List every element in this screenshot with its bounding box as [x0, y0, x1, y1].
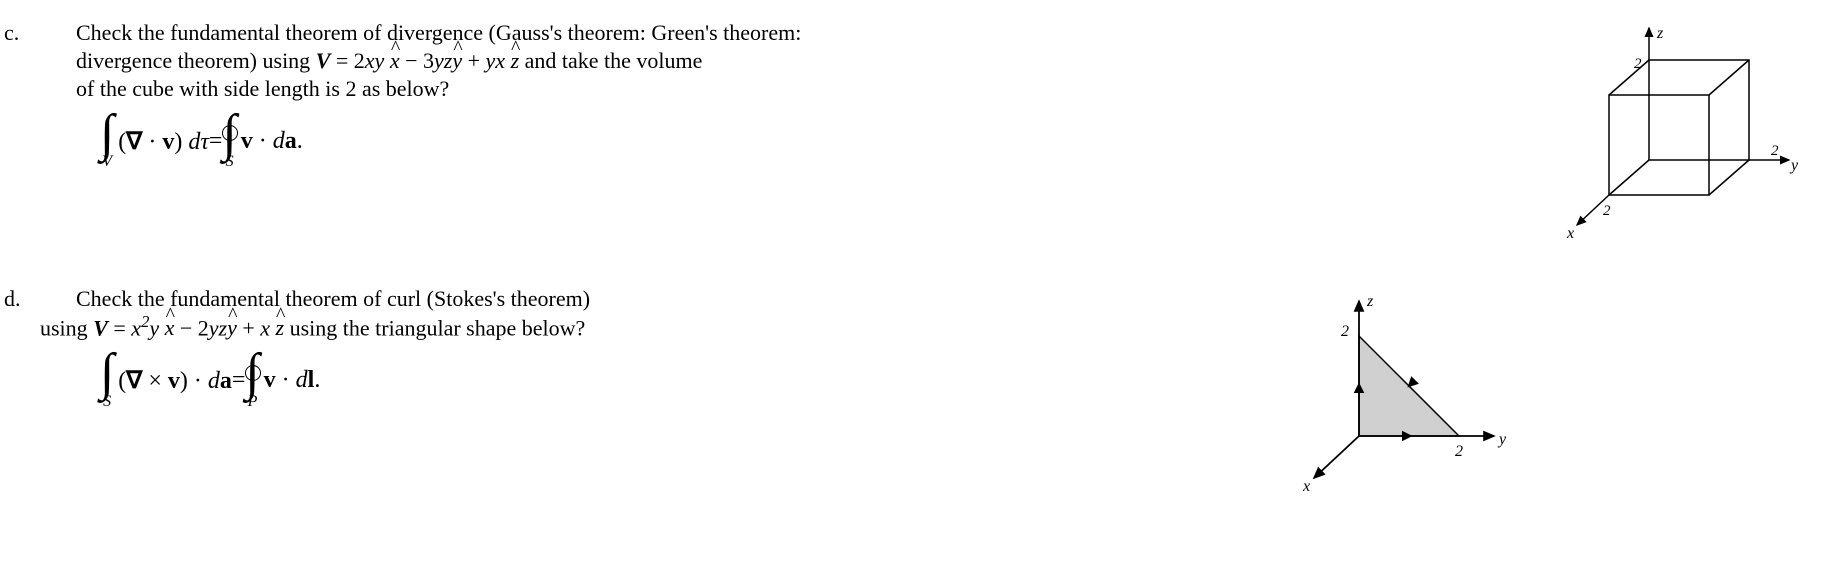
- tri-2y: 2: [1455, 443, 1463, 460]
- cube-2-front: 2: [1603, 203, 1611, 219]
- problem-c-line3: of the cube with side length is 2 as bel…: [76, 76, 1499, 102]
- d-integrand-lhs: (∇ × v) · da: [118, 366, 232, 395]
- d-equals: =: [232, 367, 246, 394]
- problem-c-text: c.Check the fundamental theorem of diver…: [40, 20, 1539, 170]
- d-yhat: y: [227, 315, 237, 341]
- c-yhat: y: [452, 48, 462, 74]
- problem-c-line1: c.Check the fundamental theorem of diver…: [40, 20, 1499, 46]
- d-v2: v: [264, 367, 276, 393]
- problem-c-equation: ∫ V (∇ · v) dτ = ∫ S v · ddaa.: [100, 112, 1499, 170]
- d-eq1: =: [108, 315, 131, 340]
- tri-y-label: y: [1497, 431, 1507, 448]
- cube-2-top: 2: [1634, 56, 1642, 72]
- c-equals: =: [209, 128, 223, 155]
- label-c: c.: [40, 20, 76, 46]
- c-yz: yz: [434, 48, 452, 73]
- d-xhat: x: [165, 315, 175, 341]
- c-integrand-lhs: (∇ · v) dτ: [118, 127, 209, 156]
- c-dtau: dτ: [182, 129, 209, 155]
- c-int-rhs: ∫ S: [222, 112, 236, 170]
- d-v1: v: [168, 368, 180, 394]
- problem-d-text: d.Check the fundamental theorem of curl …: [40, 286, 1279, 410]
- triangle-figure: z y x 2 2: [1279, 286, 1519, 502]
- c-dot1: ·: [142, 129, 162, 155]
- c-text1: Check the fundamental theorem of diverge…: [76, 20, 801, 45]
- cube-x-label: x: [1566, 225, 1574, 242]
- problem-d-equation: ∫ S (∇ × v) · da = ∫ P v · dl.: [100, 351, 1239, 409]
- c-v1: v: [162, 129, 174, 155]
- d-zhat: z: [276, 315, 285, 341]
- c-dot2: ·: [253, 128, 273, 154]
- c-minus: − 3: [400, 48, 434, 73]
- d-after: using the triangular shape below?: [284, 315, 585, 340]
- d-plus: +: [237, 315, 260, 340]
- d-y: y: [149, 315, 159, 340]
- c-period: .: [297, 128, 303, 154]
- d-dot2: ·: [276, 367, 296, 393]
- cube-2-right: 2: [1771, 143, 1779, 159]
- c-v2: v: [241, 128, 253, 154]
- c-yx: yx: [486, 48, 506, 73]
- c-da1: d: [273, 128, 285, 154]
- c-int-lhs-sub: V: [102, 154, 112, 170]
- c-text2: divergence theorem) using: [76, 48, 316, 73]
- c-plus: +: [462, 48, 485, 73]
- d-minus: − 2: [174, 315, 208, 340]
- d-int-lhs-sub: S: [103, 394, 111, 410]
- d-period: .: [314, 367, 320, 393]
- c-eq1: = 2: [330, 48, 364, 73]
- problem-d: d.Check the fundamental theorem of curl …: [40, 286, 1799, 502]
- d-x2y-x: x: [131, 315, 141, 340]
- label-d: d.: [40, 286, 76, 312]
- d-int-lhs: ∫ S: [100, 351, 114, 409]
- c-nabla: ∇: [126, 129, 142, 155]
- c-text3: of the cube with side length is 2 as bel…: [76, 76, 449, 101]
- problem-d-line1: d.Check the fundamental theorem of curl …: [40, 286, 1239, 312]
- d-cross: ×: [142, 368, 168, 394]
- d-nabla: ∇: [126, 368, 142, 394]
- cube-svg: z y x 2 2 2: [1539, 20, 1799, 250]
- c-zhat: z: [511, 48, 520, 74]
- d-text1: Check the fundamental theorem of curl (S…: [76, 286, 590, 311]
- c-V: V: [316, 48, 331, 73]
- d-dot1: ·: [188, 368, 208, 394]
- c-int-lhs: ∫ V: [100, 112, 114, 170]
- c-integrand-rhs: v · ddaa.: [241, 128, 303, 155]
- cube-figure: z y x 2 2 2: [1539, 20, 1799, 256]
- tri-z-label: z: [1366, 293, 1374, 310]
- d-yz: yz: [209, 315, 227, 340]
- cube-y-label: y: [1789, 157, 1799, 174]
- tri-x-label: x: [1302, 478, 1310, 495]
- problem-d-line2: using V = x2y x − 2yzy + x z using the t…: [40, 312, 1239, 341]
- cube-z-label: z: [1656, 25, 1664, 42]
- tri-2z: 2: [1341, 323, 1349, 340]
- d-int-rhs: ∫ P: [245, 351, 259, 409]
- d-V: V: [93, 315, 108, 340]
- d-text2: using: [40, 315, 93, 340]
- d-integrand-rhs: v · dl.: [264, 367, 321, 394]
- d-x: x: [260, 315, 270, 340]
- c-xhat: x: [390, 48, 400, 74]
- c-after: and take the volume: [519, 48, 702, 73]
- problem-c-line2: divergence theorem) using V = 2xy x − 3y…: [76, 48, 1499, 74]
- problem-c: c.Check the fundamental theorem of diver…: [40, 20, 1799, 256]
- c-xy: xy: [365, 48, 385, 73]
- triangle-svg: z y x 2 2: [1279, 286, 1519, 496]
